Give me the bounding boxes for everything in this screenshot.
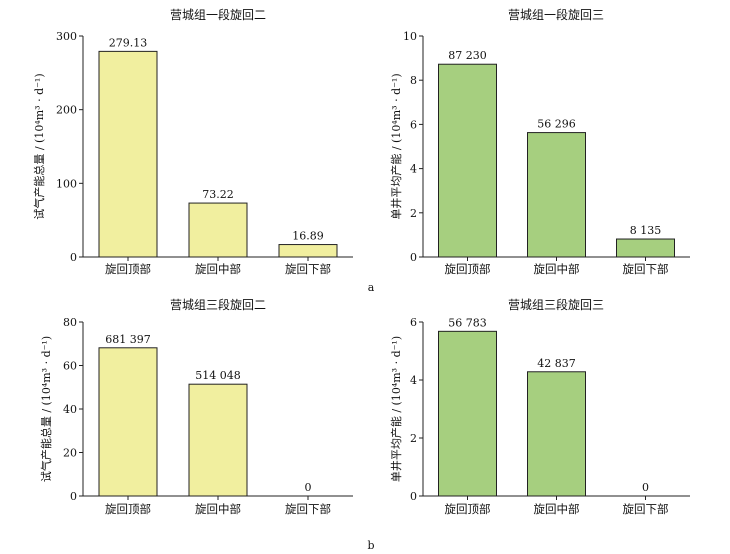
chart-title: 营城组三段旋回三	[508, 297, 604, 312]
x-tick-label-3: 旋回下部	[623, 262, 669, 276]
y-tick-label-2: 20	[63, 447, 77, 460]
y-tick-label-2: 100	[56, 177, 77, 190]
data-label-3: 0	[642, 481, 649, 494]
data-label-2: 514 048	[195, 369, 241, 382]
x-tick-label-1: 旋回顶部	[105, 262, 151, 276]
y-tick-label-3: 200	[56, 104, 77, 117]
x-tick-label-3: 旋回下部	[285, 262, 331, 276]
bar-1	[438, 63, 497, 258]
bar-2	[188, 202, 248, 258]
chart-title: 营城组一段旋回三	[508, 7, 604, 22]
y-tick-label-4: 6	[410, 118, 417, 131]
y-tick-label-4: 60	[63, 360, 77, 373]
data-label-2: 56 296	[537, 118, 576, 131]
y-tick-label-5: 80	[63, 316, 77, 329]
y-axis-label: 单井平均产能 / (10⁴m³ · d⁻¹)	[389, 73, 403, 219]
row-label-a: a	[368, 281, 375, 294]
x-tick-label-2: 旋回中部	[534, 262, 580, 276]
x-tick-label-1: 旋回顶部	[445, 502, 491, 516]
bar-2	[527, 132, 586, 258]
bar-2	[188, 383, 248, 497]
bar-3	[616, 238, 675, 258]
y-axis-label: 试气产能总量 / (10⁴m³ · d⁻¹)	[32, 73, 46, 219]
y-tick-label-3: 40	[63, 403, 77, 416]
x-tick-label-3: 旋回下部	[285, 502, 331, 516]
bar-2	[527, 371, 586, 497]
x-tick-label-2: 旋回中部	[195, 502, 241, 516]
bar-3	[278, 244, 338, 258]
y-tick-label-4: 6	[410, 316, 417, 329]
bar-1	[98, 50, 158, 258]
data-label-3: 0	[305, 481, 312, 494]
data-label-2: 42 837	[537, 357, 576, 370]
y-tick-label-6: 10	[403, 30, 417, 43]
y-tick-label-3: 4	[410, 163, 417, 176]
x-tick-label-1: 旋回顶部	[105, 502, 151, 516]
bar-1	[98, 347, 158, 497]
chart-title: 营城组一段旋回二	[170, 7, 266, 22]
data-label-1: 279.13	[109, 36, 148, 49]
y-tick-label-2: 2	[410, 432, 417, 445]
y-tick-label-3: 4	[410, 374, 417, 387]
data-label-2: 73.22	[202, 188, 234, 201]
y-tick-label-4: 300	[56, 30, 77, 43]
y-tick-label-1: 0	[410, 251, 417, 264]
data-label-1: 56 783	[448, 316, 487, 329]
y-axis-label: 试气产能总量 / (10⁴m³ · d⁻¹)	[39, 336, 53, 482]
y-tick-label-5: 8	[410, 74, 417, 87]
y-tick-label-2: 2	[410, 207, 417, 220]
y-axis-label: 单井平均产能 / (10⁴m³ · d⁻¹)	[389, 336, 403, 482]
x-tick-label-2: 旋回中部	[534, 502, 580, 516]
chart-title: 营城组三段旋回二	[170, 297, 266, 312]
x-tick-label-3: 旋回下部	[623, 502, 669, 516]
row-label-b: b	[367, 539, 374, 552]
y-tick-label-1: 0	[70, 490, 77, 503]
data-label-1: 87 230	[448, 49, 487, 62]
data-label-3: 8 135	[630, 224, 662, 237]
x-tick-label-1: 旋回顶部	[445, 262, 491, 276]
y-tick-label-1: 0	[70, 251, 77, 264]
y-tick-label-1: 0	[410, 490, 417, 503]
data-label-3: 16.89	[292, 230, 324, 243]
data-label-1: 681 397	[105, 333, 151, 346]
x-tick-label-2: 旋回中部	[195, 262, 241, 276]
bar-1	[438, 330, 497, 497]
